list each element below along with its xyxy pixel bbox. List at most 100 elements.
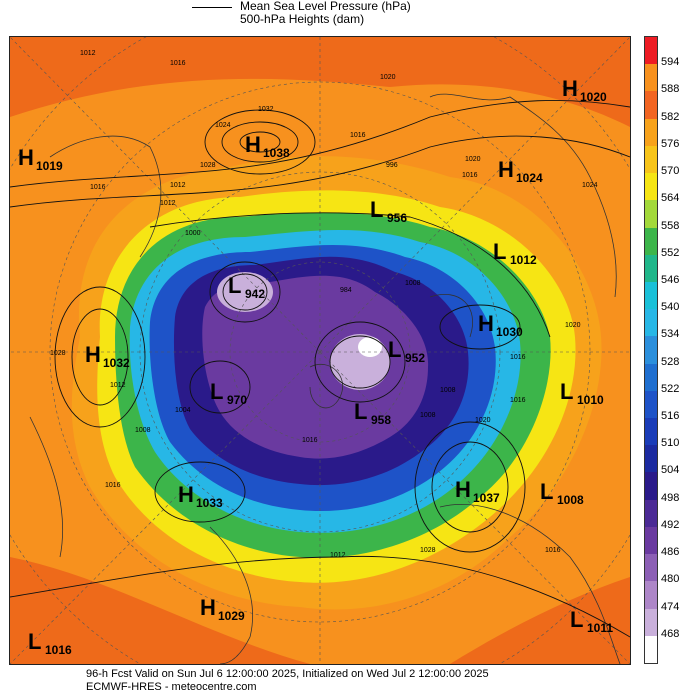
colorbar-swatch (645, 418, 657, 446)
colorbar-swatch (645, 472, 657, 501)
colorbar-level-label: 486 (661, 546, 680, 559)
isobar-label: 996 (386, 162, 398, 169)
svg-text:1037: 1037 (473, 491, 500, 505)
colorbar-swatch (645, 281, 657, 310)
colorbar-swatch (645, 227, 657, 256)
colorbar-level-label: 588 (661, 83, 680, 96)
colorbar-swatch (645, 635, 657, 664)
colorbar-swatch (645, 526, 657, 555)
colorbar-level-label: 564 (661, 192, 680, 205)
system-low: L 1016 (28, 629, 72, 657)
colorbar-level-label: 534 (661, 328, 680, 341)
svg-text:H: H (200, 595, 216, 620)
isobar-label: 1012 (330, 552, 346, 559)
svg-text:L: L (388, 337, 401, 362)
colorbar-swatch (645, 390, 657, 419)
colorbar-swatch (645, 91, 657, 120)
isobar-label: 1028 (50, 350, 66, 357)
colorbar-level-label: 570 (661, 165, 680, 178)
isobar-label: 1024 (215, 122, 231, 129)
isobar-label: 984 (340, 287, 352, 294)
svg-text:1038: 1038 (263, 146, 290, 160)
legend-header: Mean Sea Level Pressure (hPa) 500-hPa He… (0, 0, 681, 36)
isobar-label: 1016 (545, 547, 561, 554)
warm-band-southwest (10, 557, 310, 664)
svg-text:L: L (228, 273, 241, 298)
svg-text:1019: 1019 (36, 159, 63, 173)
colorbar-swatch (645, 581, 657, 610)
isobar-label: 1016 (350, 132, 366, 139)
isobar-label: 1012 (80, 50, 96, 57)
svg-text:952: 952 (405, 351, 425, 365)
colorbar-swatch (645, 309, 657, 337)
colorbar-level-label: 552 (661, 246, 680, 259)
svg-text:L: L (560, 379, 573, 404)
svg-text:956: 956 (387, 211, 407, 225)
svg-text:958: 958 (371, 413, 391, 427)
system-low: L 952 (388, 337, 425, 365)
svg-text:1008: 1008 (557, 493, 584, 507)
svg-text:942: 942 (245, 287, 265, 301)
system-low: L 1008 (540, 479, 584, 507)
system-high: H 1029 (200, 595, 245, 623)
isobar-label: 1016 (302, 437, 318, 444)
colorbar-swatch (645, 336, 657, 365)
isobar-label: 1012 (170, 182, 186, 189)
system-high: H 1020 (562, 76, 607, 104)
colorbar-level-label: 492 (661, 518, 680, 531)
svg-text:L: L (493, 239, 506, 264)
colorbar-level-label: 528 (661, 355, 680, 368)
isobar-label: 1008 (405, 280, 421, 287)
svg-text:L: L (570, 607, 583, 632)
system-high: H 1038 (245, 132, 290, 160)
system-high: H 1019 (18, 145, 63, 173)
weather-map: 1012 1016 1020 1024 1028 1032 1016 1012 … (9, 36, 631, 665)
colorbar-level-label: 504 (661, 464, 680, 477)
isobar-label: 1020 (465, 156, 481, 163)
svg-text:1029: 1029 (218, 609, 245, 623)
svg-text:L: L (28, 629, 41, 654)
colorbar-swatch (645, 445, 657, 473)
isobar-label: 1020 (565, 322, 581, 329)
warm-band-southeast (450, 577, 630, 664)
colorbar-level-label: 558 (661, 219, 680, 232)
colorbar-level-label: 468 (661, 627, 680, 640)
system-low: L 1011 (570, 607, 613, 635)
isobar-label: 1016 (462, 172, 478, 179)
isobar-label: 1016 (105, 482, 121, 489)
system-high: H 1037 (455, 477, 500, 505)
colorbar-level-label: 582 (661, 110, 680, 123)
colorbar-swatch (645, 363, 657, 392)
isobar-labels: 1012 1016 1020 1024 1028 1032 1016 1012 … (50, 50, 598, 559)
colorbar-level-label: 510 (661, 437, 680, 450)
isobar-label: 1016 (510, 397, 526, 404)
colorbar-swatch (645, 173, 657, 201)
system-low: L 1010 (560, 379, 604, 407)
svg-text:L: L (354, 399, 367, 424)
isobar-label: 1012 (110, 382, 126, 389)
forecast-validity: 96-h Fcst Valid on Sun Jul 6 12:00:00 20… (86, 668, 489, 680)
colorbar-swatch (645, 64, 657, 92)
isobar-label: 1008 (420, 412, 436, 419)
system-high: H 1030 (478, 311, 523, 339)
system-low: L 970 (210, 379, 247, 407)
svg-text:H: H (18, 145, 34, 170)
isobar-label: 1016 (510, 354, 526, 361)
svg-text:H: H (245, 132, 261, 157)
isobar-label: 1008 (440, 387, 456, 394)
svg-text:L: L (370, 197, 383, 222)
svg-text:970: 970 (227, 393, 247, 407)
svg-text:H: H (178, 482, 194, 507)
isobars (10, 99, 630, 638)
colorbar-swatch (645, 37, 657, 65)
svg-text:H: H (85, 342, 101, 367)
svg-text:1010: 1010 (577, 393, 604, 407)
colorbar-swatch (645, 608, 657, 637)
colorbar-level-label: 498 (661, 491, 680, 504)
system-low: L 956 (370, 197, 407, 225)
isobar-label: 1012 (160, 200, 176, 207)
graticule (10, 37, 630, 664)
colorbar-level-label: 576 (661, 137, 680, 150)
isobar-label: 1020 (380, 74, 396, 81)
isobar-label: 1028 (420, 547, 436, 554)
